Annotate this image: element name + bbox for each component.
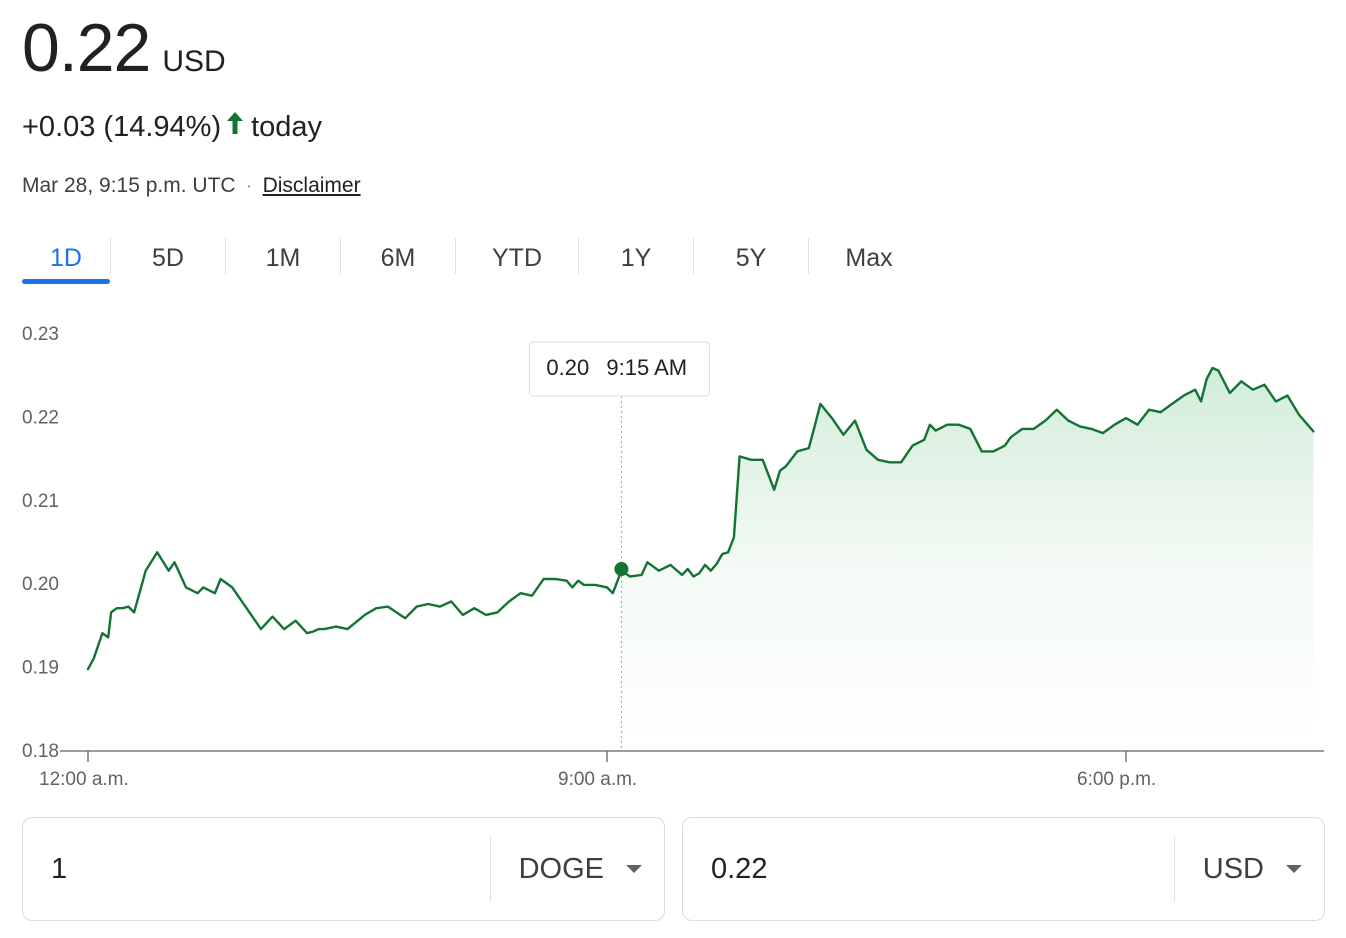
arrow-up-icon [225,110,245,144]
price-change-period: today [251,110,323,143]
hover-point [614,562,629,577]
price-series-line [86,366,1315,671]
chart-tooltip: 0.20 9:15 AM [528,341,710,397]
to-unit-select[interactable]: USD [1175,853,1324,886]
disclaimer-link[interactable]: Disclaimer [262,174,361,197]
tab-1d[interactable]: 1D [22,230,110,286]
timestamp: Mar 28, 9:15 p.m. UTC [22,174,236,197]
y-tick-label: 0.19 [22,658,59,679]
tab-separator [578,238,579,274]
y-tick-label: 0.20 [22,574,59,595]
from-amount-input[interactable]: 1 [51,852,68,885]
price-area-fill [621,368,1314,750]
caret-down-icon [1286,865,1302,873]
caret-down-icon [626,865,642,873]
converter-from: 1 DOGE [22,817,665,921]
x-tick-label: 12:00 a.m. [39,769,129,790]
tab-5d[interactable]: 5D [152,243,184,272]
tab-separator [455,238,456,274]
price-change: +0.03 (14.94%) [22,110,222,143]
price-header: 0.22 USD [22,10,226,86]
range-tabs: 1D 5D 1M 6M YTD 1Y 5Y Max [22,230,929,286]
current-price: 0.22 [22,10,151,86]
tab-max[interactable]: Max [845,243,893,272]
x-tick-label: 6:00 p.m. [1077,769,1156,790]
meta-row: Mar 28, 9:15 p.m. UTC · Disclaimer [22,174,361,198]
price-chart[interactable]: 0.23 0.22 0.21 0.20 0.19 0.18 12:00 a.m. 9:00 … [0,300,1346,800]
tab-separator [225,238,226,274]
tab-1m[interactable]: 1M [265,243,301,272]
price-change-row: +0.03 (14.94%) today [22,110,322,144]
tooltip-time: 9:15 AM [606,355,687,380]
converter-divider [489,836,491,902]
tab-1y[interactable]: 1Y [620,243,652,272]
tab-ytd[interactable]: YTD [492,243,542,272]
tab-5y[interactable]: 5Y [735,243,767,272]
tab-separator [693,238,694,274]
tab-separator [110,238,111,274]
tab-separator [340,238,341,274]
converter-divider [1173,836,1175,902]
y-tick-label: 0.21 [22,491,59,512]
y-tick-label: 0.18 [22,741,59,762]
y-tick-label: 0.23 [22,324,59,345]
tab-separator [808,238,809,274]
tab-6m[interactable]: 6M [380,243,416,272]
tooltip-value: 0.20 [546,355,589,380]
from-unit-label: DOGE [518,852,604,885]
from-unit-select[interactable]: DOGE [491,853,664,886]
price-currency: USD [162,45,226,78]
to-unit-label: USD [1202,852,1264,885]
converter-to: 0.22 USD [682,817,1325,921]
x-tick-label: 9:00 a.m. [558,769,637,790]
y-tick-label: 0.22 [22,407,59,428]
to-amount-input[interactable]: 0.22 [711,852,768,885]
meta-separator: · [245,174,253,197]
